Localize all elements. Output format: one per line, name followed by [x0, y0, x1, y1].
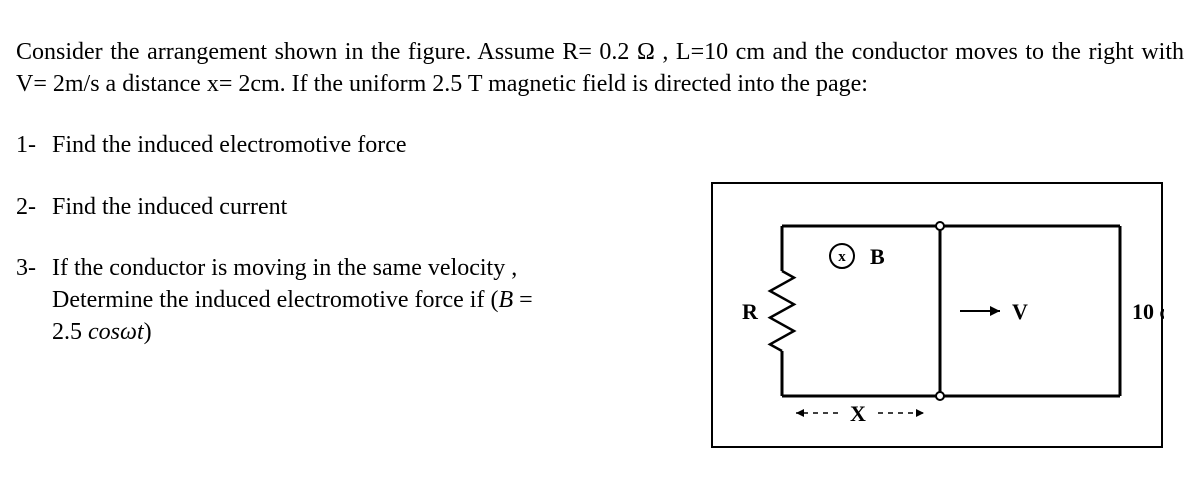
q2-number: 2-: [16, 191, 52, 223]
svg-text:X: X: [850, 401, 866, 426]
q3-text: If the conductor is moving in the same v…: [52, 252, 690, 284]
q1-number: 1-: [16, 129, 52, 161]
svg-text:R: R: [742, 299, 759, 324]
circuit-figure: x B R V 10 cm X: [710, 173, 1184, 451]
q3-line2a: Determine the induced electromotive forc…: [52, 287, 498, 313]
svg-text:V: V: [1012, 299, 1028, 324]
svg-text:10 cm: 10 cm: [1132, 299, 1164, 324]
svg-text:B: B: [870, 244, 885, 269]
svg-text:x: x: [838, 249, 846, 265]
q2-text: Find the induced current: [52, 191, 690, 223]
q3-line3c: ): [144, 319, 152, 345]
q3-line3b: cosωt: [88, 319, 144, 345]
problem-intro: Consider the arrangement shown in the fi…: [16, 36, 1184, 101]
q1-text: Find the induced electromotive force: [52, 129, 1184, 161]
q3-line3a: 2.5: [52, 319, 88, 345]
q3-line2b: B: [498, 287, 513, 313]
q3-number: 3-: [16, 252, 52, 284]
q3-line2c: =: [513, 287, 533, 313]
